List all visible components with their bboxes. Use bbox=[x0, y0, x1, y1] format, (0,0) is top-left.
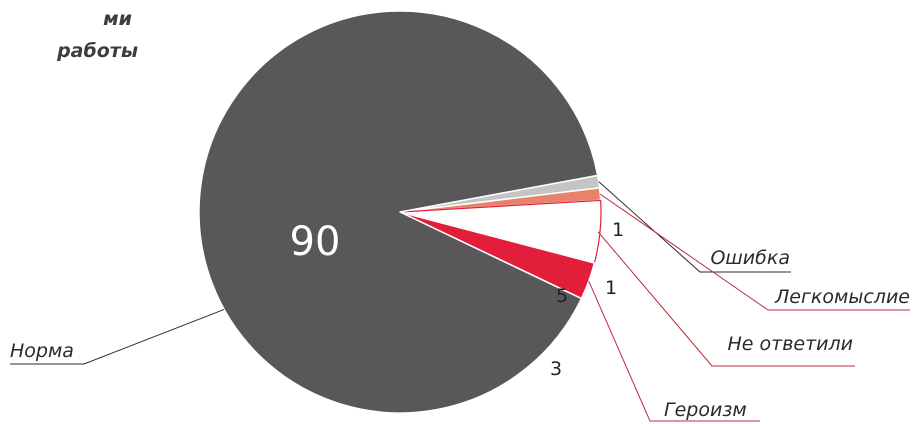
chart-title-line-2: работы bbox=[57, 40, 138, 62]
value-label-0: 1 bbox=[612, 219, 624, 241]
chart-title: ми работы bbox=[0, 0, 140, 70]
category-label-3: Героизм bbox=[664, 399, 747, 421]
chart-title-line-1: ми bbox=[103, 8, 132, 30]
pie-slices bbox=[198, 10, 602, 414]
value-label-1: 1 bbox=[605, 277, 617, 299]
leader-line-4 bbox=[10, 308, 225, 365]
leader-line-1 bbox=[599, 193, 910, 311]
leader-line-2 bbox=[597, 231, 855, 367]
value-label-3: 3 bbox=[550, 358, 562, 380]
value-label-2: 5 bbox=[556, 285, 568, 307]
pie-slice-0 bbox=[198, 10, 599, 414]
value-label-4: 90 bbox=[290, 219, 341, 265]
leader-line-0 bbox=[598, 181, 791, 273]
leader-line-3 bbox=[588, 280, 760, 422]
category-label-4: Норма bbox=[10, 340, 74, 362]
pie-labels: Ошибка 1 Легкомыслие 1 Не ответили 5 Героизм 3 Н… bbox=[10, 219, 910, 421]
leader-lines bbox=[10, 181, 910, 422]
category-label-1: Легкомыслие bbox=[774, 286, 910, 308]
category-label-2: Не ответили bbox=[727, 333, 853, 355]
category-label-0: Ошибка bbox=[710, 247, 790, 269]
